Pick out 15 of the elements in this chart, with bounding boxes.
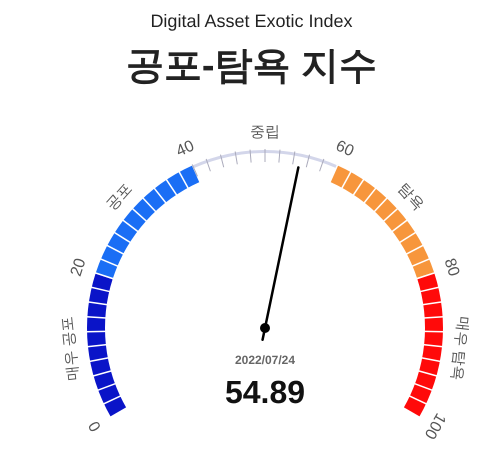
text: 40 [174, 138, 197, 160]
text: Digital Asset Exotic Index [150, 11, 353, 31]
text: 100 [420, 410, 449, 442]
text: 0 [86, 418, 105, 434]
data-label: 54.89 [224, 374, 306, 410]
text: 80 [440, 256, 462, 279]
text: 탐욕 [394, 180, 428, 214]
text: 공포 [102, 180, 136, 214]
text: 2022/07/24 [234, 353, 296, 367]
text: 매우 공포 [58, 316, 82, 382]
text: 공포-탐욕 지수 [126, 45, 378, 87]
text: 중립 [250, 124, 280, 140]
text: 60 [333, 138, 356, 160]
text: 매우 탐욕 [448, 316, 472, 382]
text: 20 [68, 256, 90, 279]
